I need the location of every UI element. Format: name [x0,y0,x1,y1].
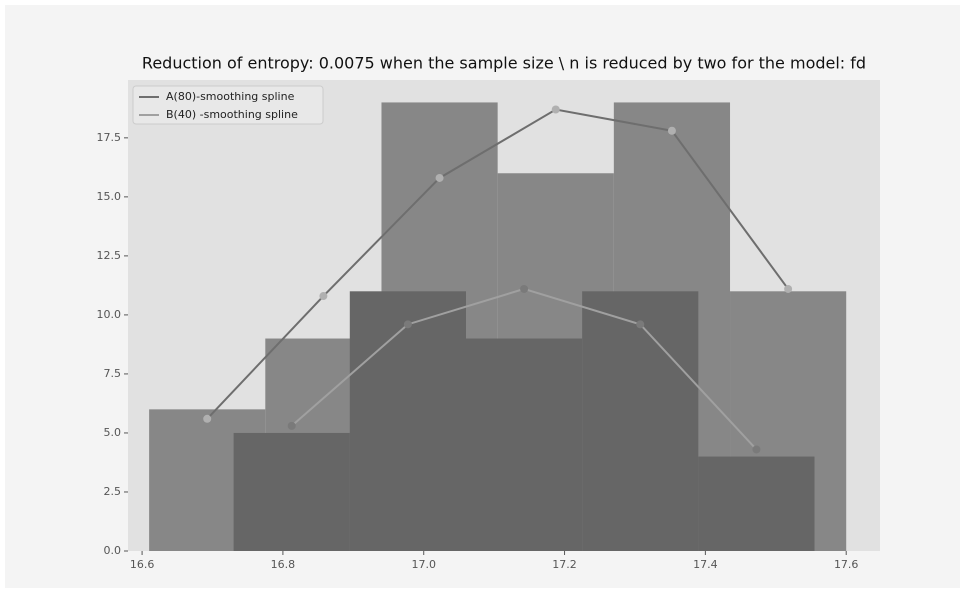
x-tick-label: 16.8 [271,558,296,571]
y-tick-label: 7.5 [104,367,122,380]
x-tick-label: 17.2 [552,558,577,571]
histogram-bar [233,432,350,551]
y-tick-label: 0.0 [104,544,122,557]
point [319,292,328,301]
point [636,320,645,329]
histogram-bar [465,338,583,551]
x-tick-label: 17.0 [411,558,436,571]
chart-title: Reduction of entropy: 0.0075 when the sa… [142,54,866,73]
point [520,284,529,293]
legend-box [132,85,324,125]
point [403,320,412,329]
histogram-bar [582,291,699,551]
point [203,414,212,423]
line [206,108,789,420]
y-tick-label: 2.5 [104,485,122,498]
x-tick-label: 17.6 [834,558,859,571]
point [435,173,444,182]
x-tick-label: 16.6 [130,558,155,571]
y-tick-label: 10.0 [97,308,122,321]
y-tick-label: 5.0 [104,426,122,439]
point [752,445,761,454]
x-tick-label: 17.4 [693,558,718,571]
y-tick-label: 12.5 [97,249,122,262]
y-tick-label: 15.0 [97,190,122,203]
legend-label: A(80)-smoothing spline [166,90,295,103]
point [287,421,296,430]
legend-label: B(40) -smoothing spline [166,108,298,121]
point [551,105,560,114]
y-tick-label: 17.5 [97,131,122,144]
histogram-bar [349,291,466,551]
point [667,126,676,135]
point [784,284,793,293]
histogram-bar [698,456,815,551]
